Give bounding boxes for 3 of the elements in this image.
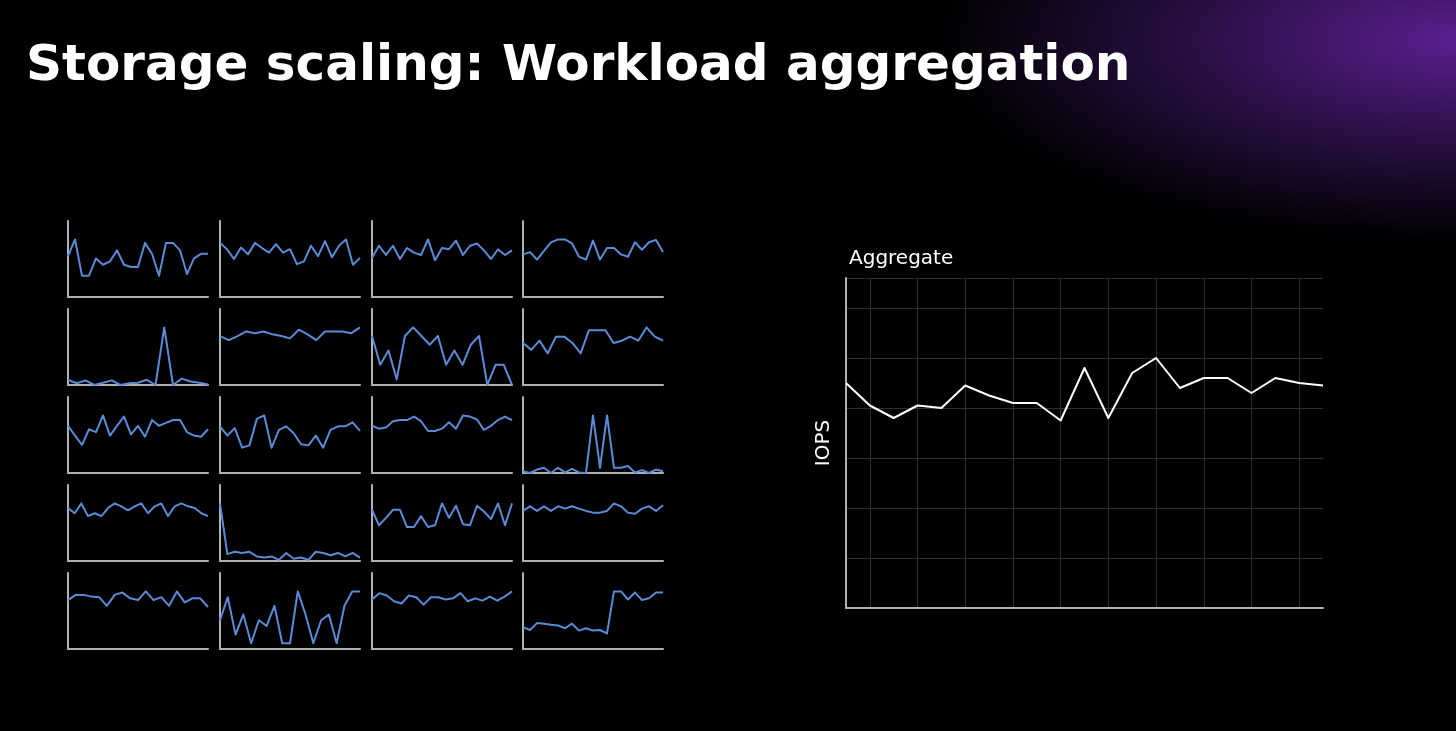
y-axis-title: IOPS bbox=[810, 419, 834, 467]
chart-title: Aggregate bbox=[849, 245, 954, 269]
text: Storage scaling: Workload aggregation bbox=[26, 34, 1131, 92]
